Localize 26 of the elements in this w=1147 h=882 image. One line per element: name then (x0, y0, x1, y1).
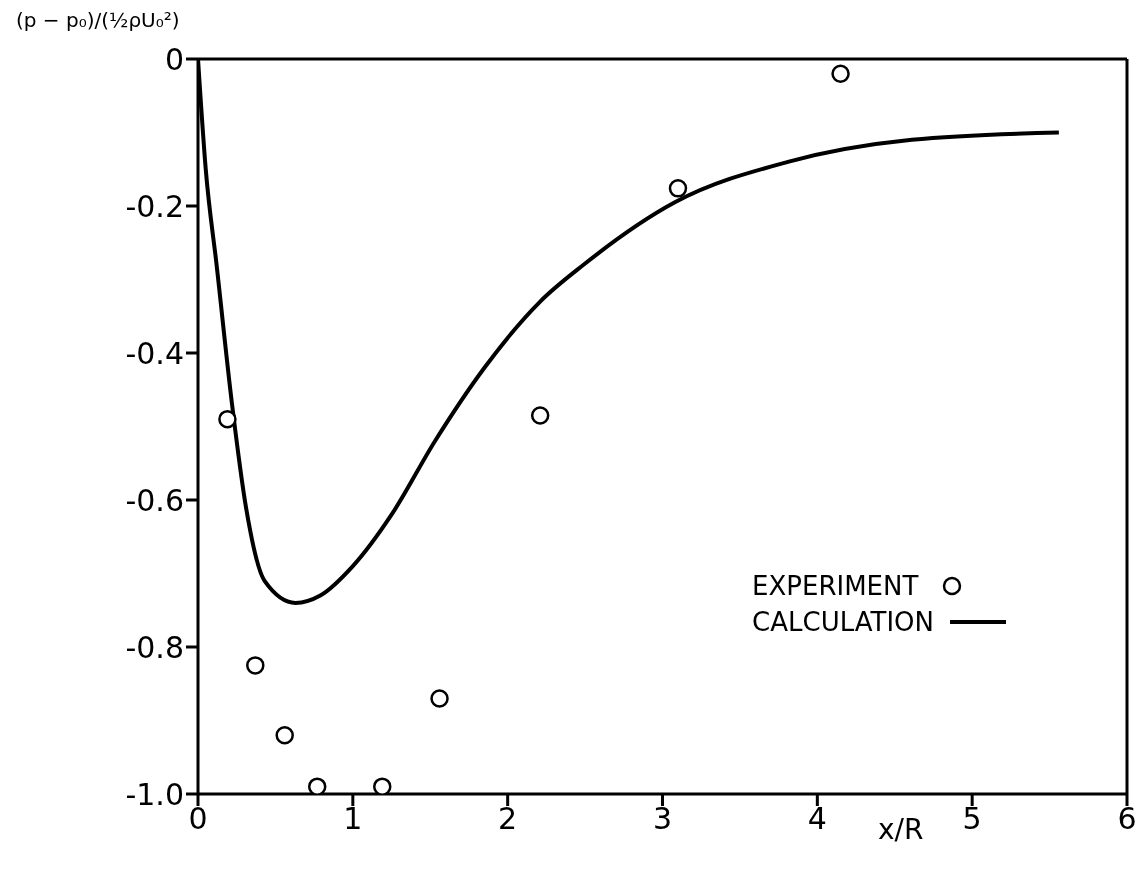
point (275, 725, 294, 745)
x-tick-label: 2 (498, 801, 518, 837)
y-axis-title: (p − p₀)/(½ρU₀²) (16, 8, 180, 32)
point (831, 64, 850, 83)
x-tick-label: 4 (807, 801, 827, 837)
point (246, 656, 265, 675)
point (668, 179, 688, 198)
y-tick-label: -1.0 (125, 776, 184, 812)
point (373, 777, 392, 794)
y-tick-label: -0.6 (125, 482, 184, 518)
point (307, 777, 327, 794)
x-tick-label: 3 (652, 801, 673, 837)
x-tick-label: 5 (962, 801, 982, 837)
legend-label: CALCULATION (752, 607, 934, 637)
x-axis-title: x/R (878, 813, 924, 846)
point (430, 689, 449, 708)
y-tick-label: -0.8 (125, 629, 184, 665)
y-tick-label: 0 (164, 41, 184, 77)
y-tick-label: -0.2 (125, 188, 184, 224)
point (218, 409, 237, 429)
x-tick-label: 6 (1117, 801, 1137, 837)
y-tick-label: -0.4 (125, 335, 184, 371)
point (530, 406, 550, 425)
x-tick-label: 0 (188, 801, 208, 837)
legend-label: EXPERIMENT (752, 571, 919, 601)
x-tick-label: 1 (343, 801, 363, 837)
